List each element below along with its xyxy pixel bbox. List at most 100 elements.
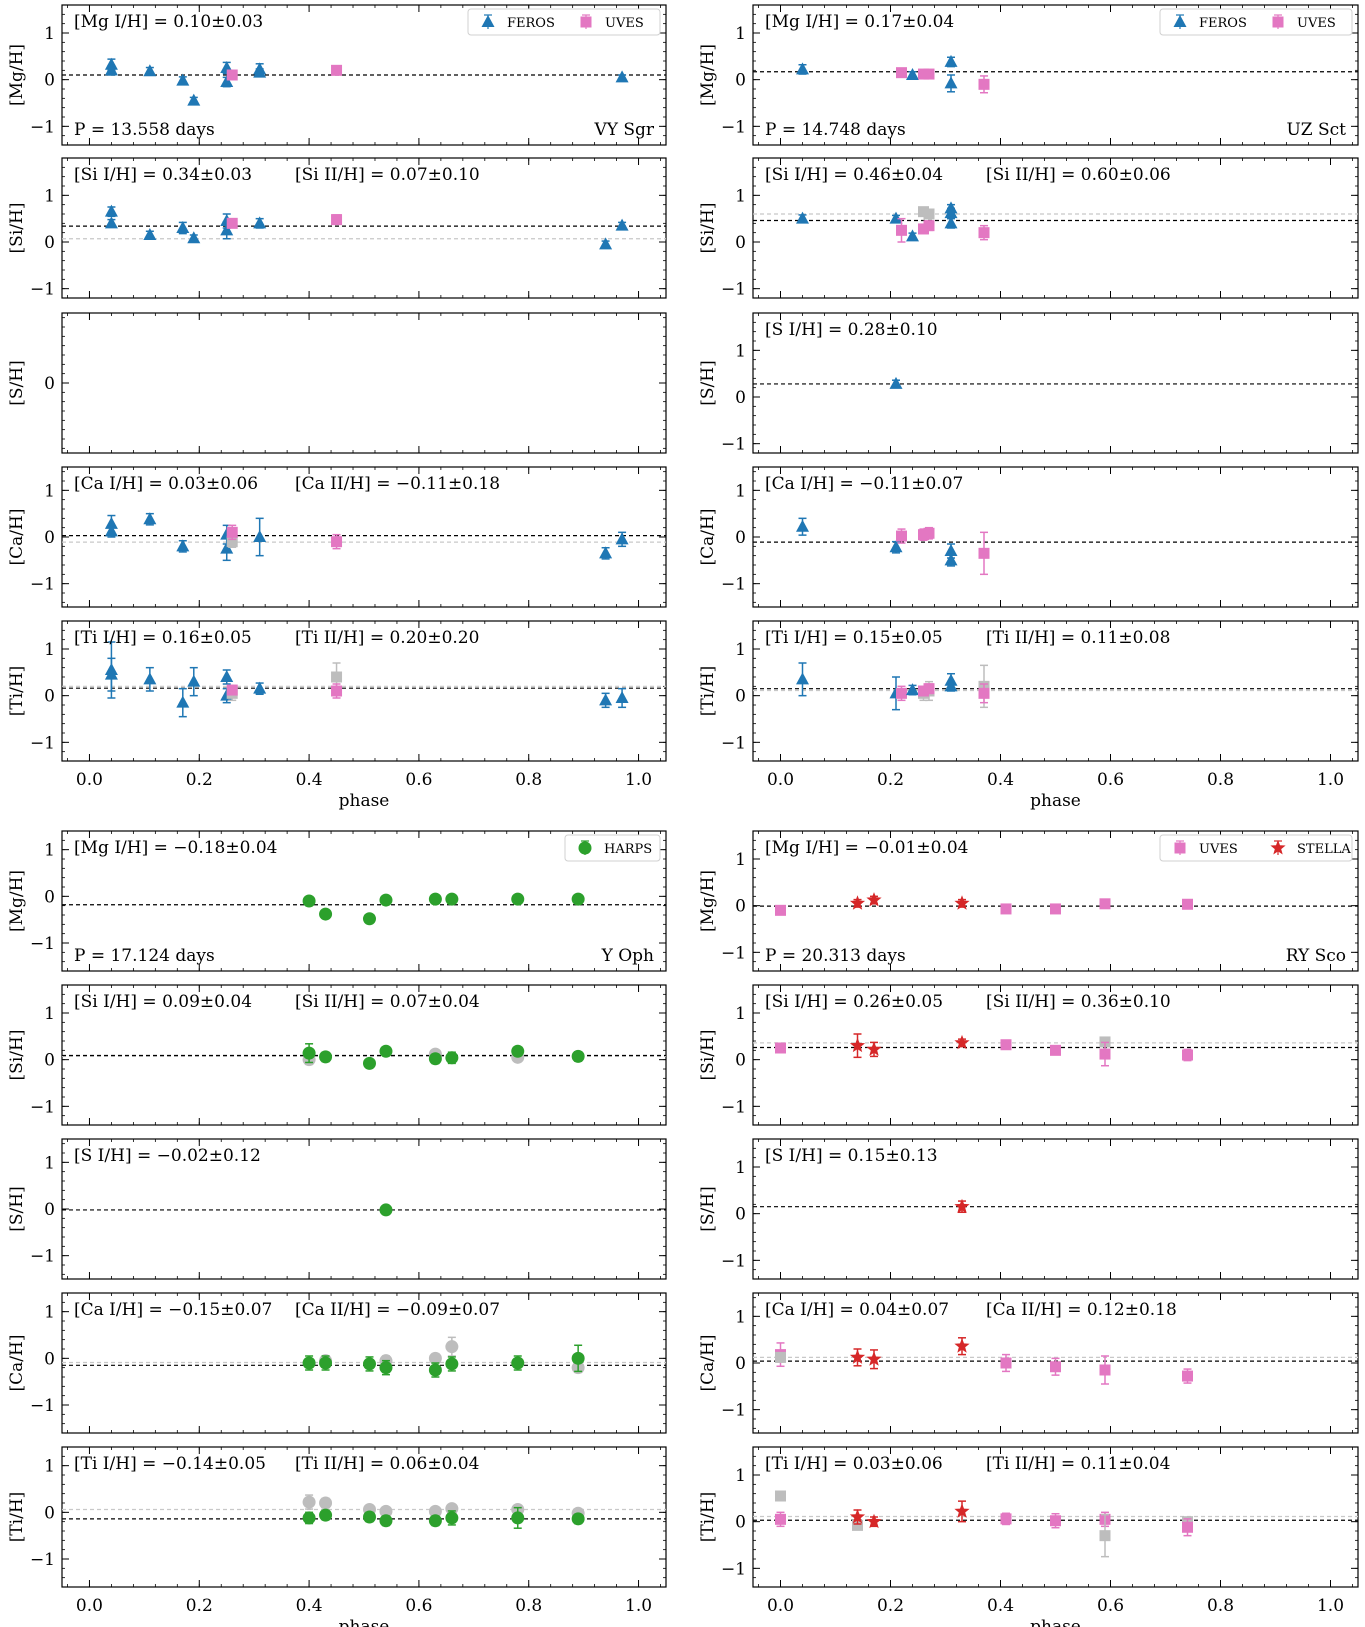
annotation-mean: [Ca I/H] = −0.11±0.07 [765, 474, 963, 494]
x-axis-label: phase [339, 1617, 390, 1627]
data-point [1099, 1364, 1111, 1376]
panel-frame [752, 1138, 1359, 1280]
panel-sh: 1 0 −1 [S/H] [S I/H] = 0.28±0.10 [698, 312, 1359, 455]
data-point [571, 1049, 585, 1063]
data-point [954, 1338, 970, 1353]
data-point [944, 553, 958, 566]
panel-sih: 1 0 −1 [Si/H] [Si I/H] = 0.46±0.04 [Si II/H] … [698, 157, 1359, 300]
panel-tih: 1 0 −1[Ti/H] [Ti I/H] = 0.16±0.05 [Ti II/H] … [7, 620, 667, 811]
y-tick-label: −1 [30, 117, 55, 137]
star-name: Y Oph [601, 946, 654, 966]
y-axis-label: [Si/H] [7, 203, 27, 254]
data-point [978, 687, 990, 699]
x-tick-label: 0.6 [1097, 770, 1124, 790]
data-point [775, 1490, 786, 1502]
data-point [187, 93, 201, 106]
data-point [978, 78, 990, 90]
data-point [187, 231, 201, 244]
data-point [1000, 903, 1012, 915]
data-point [978, 547, 990, 559]
legend-box [1159, 834, 1353, 862]
y-axis-label: [S/H] [7, 1186, 27, 1231]
data-point [944, 544, 958, 556]
x-tick-label: 1.0 [1317, 1596, 1344, 1616]
y-tick-label: 0 [735, 897, 746, 917]
data-point [923, 208, 935, 220]
data-point [302, 1495, 316, 1509]
x-tick-label: 0.0 [76, 1596, 103, 1616]
data-point [143, 512, 157, 525]
y-tick-label: −1 [30, 1396, 55, 1416]
data-point [615, 218, 629, 231]
data-point [923, 68, 935, 80]
data-point [615, 691, 629, 703]
legend-marker [481, 15, 495, 27]
x-tick-label: 0.0 [767, 1596, 794, 1616]
data-point [253, 216, 267, 229]
data-point [1099, 1048, 1111, 1060]
data-point [104, 524, 118, 537]
data-point [599, 546, 613, 559]
x-tick-label: 0.6 [405, 770, 432, 790]
data-point [331, 536, 343, 548]
data-point [571, 1512, 585, 1526]
period-label: P = 13.558 days [74, 120, 215, 140]
data-point [176, 221, 190, 233]
data-point [1182, 898, 1193, 910]
data-point [362, 912, 376, 926]
panel-sh: 1 0 −1[S/H] [S I/H] = 0.15±0.13 [698, 1138, 1359, 1280]
y-axis-label: [Si/H] [698, 203, 718, 254]
x-tick-label: 1.0 [625, 770, 652, 790]
data-point [944, 54, 958, 67]
data-point [571, 892, 585, 906]
data-point [220, 223, 234, 236]
y-axis-label: [Ca/H] [698, 509, 718, 566]
data-point [1182, 1521, 1193, 1533]
panel-frame [752, 4, 1359, 146]
y-tick-label: 0 [44, 1349, 55, 1369]
data-point [896, 67, 907, 79]
panel-cah: 1 0 −1[Ca/H] [Ca I/H] = −0.11±0.07 [698, 466, 1359, 608]
data-point [511, 1511, 525, 1525]
annotation-mean-secondary: [Ca II/H] = 0.12±0.18 [986, 1300, 1177, 1320]
annotation-mean: [S I/H] = 0.15±0.13 [765, 1146, 938, 1166]
y-tick-label: −1 [721, 117, 746, 137]
data-point [889, 540, 903, 553]
data-point [849, 895, 866, 910]
annotation-mean: [Si I/H] = 0.46±0.04 [765, 165, 943, 185]
y-axis-label: [Mg/H] [7, 870, 27, 932]
annotation-mean-secondary: [Ca II/H] = −0.09±0.07 [295, 1300, 500, 1320]
data-point [226, 217, 238, 229]
annotation-mean-secondary: [Si II/H] = 0.36±0.10 [986, 992, 1171, 1012]
legend-label: FEROS [507, 16, 555, 31]
y-tick-label: 1 [44, 1153, 55, 1173]
y-tick-label: 0 [44, 687, 55, 707]
data-point [775, 904, 786, 916]
data-point [143, 228, 157, 240]
panel-sh: 0 [S/H] [7, 312, 667, 454]
y-tick-label: −1 [721, 575, 746, 595]
y-tick-label: 1 [735, 640, 746, 660]
y-axis-label: [S/H] [698, 360, 718, 405]
data-point [944, 216, 958, 229]
data-point [104, 216, 118, 229]
chart-vy-sgr: 10−1[Mg/H][Mg I/H] = 0.10±0.03P = 13.558… [7, 4, 667, 811]
annotation-mean-secondary: [Si II/H] = 0.60±0.06 [986, 165, 1171, 185]
y-tick-label: 1 [44, 841, 55, 861]
data-point [226, 69, 238, 81]
data-point [428, 1363, 442, 1377]
y-axis-label: [Ti/H] [698, 1492, 718, 1543]
annotation-mean: [Ti I/H] = 0.16±0.05 [74, 628, 252, 648]
data-point [428, 892, 442, 906]
data-point [319, 907, 333, 921]
panel-tih: 1 0 −1[Ti/H] [Ti I/H] = 0.15±0.05 [Ti II/H] … [698, 620, 1359, 811]
annotation-mean: [S I/H] = −0.02±0.12 [74, 1146, 261, 1166]
y-tick-label: −1 [721, 733, 746, 753]
data-point [445, 1051, 459, 1065]
data-point [104, 63, 118, 76]
chart-y-oph: 10−1[Mg/H][Mg I/H] = −0.18±0.04P = 17.12… [7, 830, 667, 1627]
legend-marker [1270, 840, 1286, 855]
data-point [362, 1056, 376, 1070]
period-label: P = 14.748 days [765, 120, 906, 140]
x-tick-label: 1.0 [1317, 770, 1344, 790]
